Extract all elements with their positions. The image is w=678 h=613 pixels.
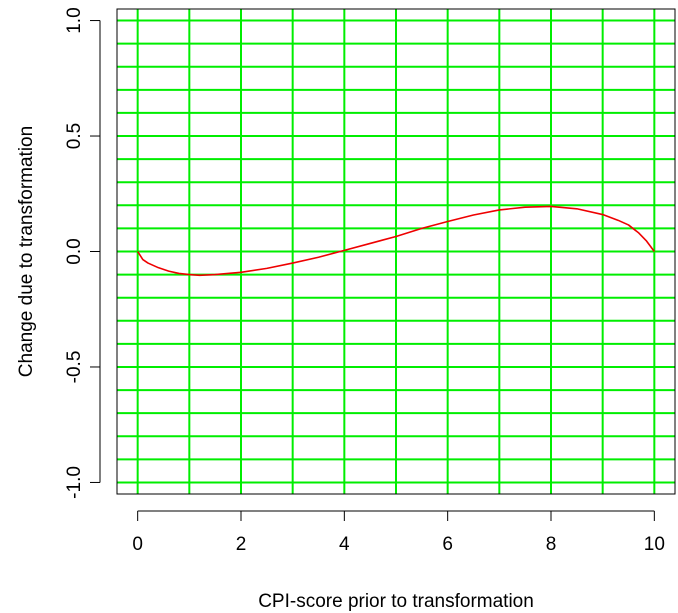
x-tick-label: 6 — [442, 534, 453, 555]
grid — [117, 9, 675, 494]
y-tick-label: 0.5 — [64, 123, 85, 149]
series-line — [136, 205, 655, 277]
y-tick-label: -1.0 — [64, 466, 85, 499]
y-axis: -1.0 -0.5 0.0 0.5 1.0 — [64, 7, 101, 499]
plot-frame — [116, 8, 676, 495]
y-tick-label: 1.0 — [64, 7, 85, 33]
x-tick-label: 8 — [546, 534, 557, 555]
x-tick-label: 10 — [644, 534, 665, 555]
x-axis: 0 2 4 6 8 10 — [132, 510, 665, 555]
x-axis-title: CPI-score prior to transformation — [258, 591, 534, 612]
x-tick-label: 0 — [132, 534, 143, 555]
x-tick-label: 4 — [339, 534, 350, 555]
y-tick-label: -0.5 — [64, 351, 85, 384]
series-layer — [136, 205, 655, 277]
y-tick-label: 0.0 — [64, 238, 85, 264]
x-tick-label: 2 — [236, 534, 247, 555]
y-axis-title: Change due to transformation — [16, 126, 37, 377]
